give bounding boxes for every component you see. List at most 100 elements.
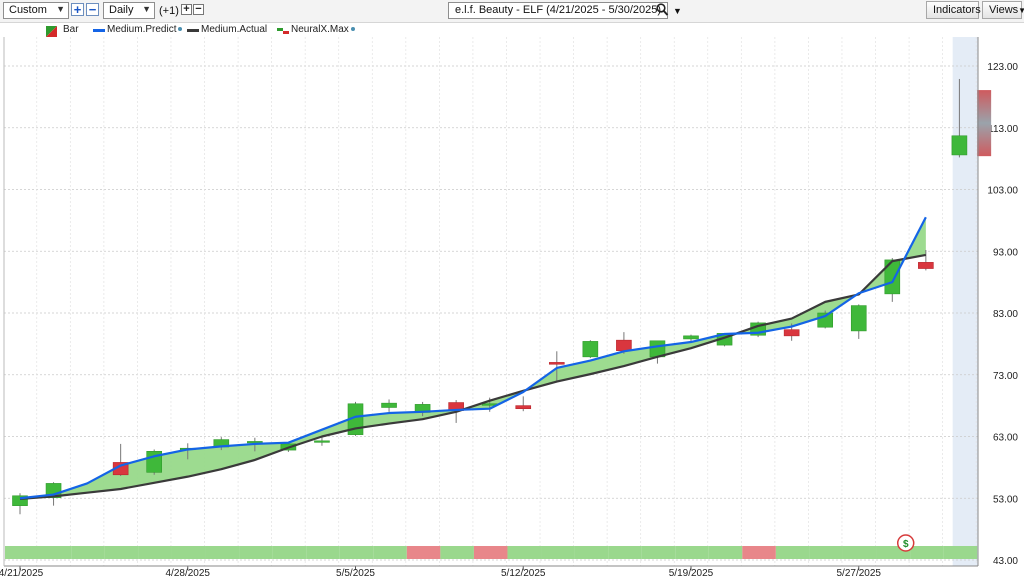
neuralx-legend-icon [277, 28, 289, 34]
signal-strip-cell [239, 546, 273, 559]
signal-strip-cell [842, 546, 877, 559]
line-legend-icon [187, 29, 199, 32]
medium-predict-line [19, 216, 927, 500]
signal-strip-cell [440, 546, 474, 559]
dropdown-arrow-icon: ▼ [56, 4, 65, 14]
candle-body [12, 495, 28, 506]
signal-strip-cell [708, 546, 743, 559]
signal-strip-cell [138, 546, 172, 559]
candle-body [783, 329, 800, 337]
chart-title: e.l.f. Beauty - ELF (4/21/2025 - 5/30/20… [455, 4, 662, 16]
candle-body [314, 440, 330, 443]
signal-strip-cell [37, 546, 72, 559]
zoom-out-button[interactable]: − [86, 3, 99, 16]
y-tick-label: 93.00 [993, 247, 1018, 258]
y-tick-label: 83.00 [993, 309, 1018, 320]
y-tick-label: 113.00 [988, 124, 1018, 135]
line-legend-icon [93, 29, 105, 32]
candle-body [616, 339, 632, 351]
signal-strip-cell [71, 546, 105, 559]
signal-strip-cell [809, 546, 843, 559]
offset-minus-button[interactable]: − [193, 4, 204, 15]
dropdown-arrow-icon: ▼ [142, 4, 151, 14]
candle-body [951, 135, 968, 156]
signal-strip-cell [608, 546, 642, 559]
signal-strip-cell [473, 546, 508, 559]
chart-title-box[interactable]: e.l.f. Beauty - ELF (4/21/2025 - 5/30/20… [448, 2, 669, 19]
legend-label: Bar [63, 24, 79, 35]
legend-item-medium-actual[interactable]: Medium.Actual [187, 24, 267, 35]
dropdown-arrow-icon: ▼ [1018, 6, 1024, 15]
signal-strip-cell [272, 546, 307, 559]
offset-plus-button[interactable]: + [181, 4, 192, 15]
signal-strip-cell [775, 546, 810, 559]
x-tick-label: 5/19/2025 [669, 568, 714, 579]
legend-item-neuralx-max[interactable]: NeuralX.Max [277, 24, 355, 35]
signal-strip-cell [675, 546, 709, 559]
x-tick-label: 4/21/2025 [0, 568, 44, 579]
signal-strip-cell [205, 546, 240, 559]
signal-strip-cell [507, 546, 542, 559]
toolbar: Custom ▼ + − Daily ▼ (+1) + − e.l.f. Bea… [0, 0, 1024, 23]
period-select[interactable]: Custom ▼ [3, 2, 69, 19]
zoom-in-button[interactable]: + [71, 3, 84, 16]
interval-select-value: Daily [109, 4, 134, 16]
y-tick-label: 43.00 [993, 556, 1018, 567]
x-tick-label: 5/12/2025 [501, 568, 546, 579]
neuralx-forecast-band [977, 90, 992, 157]
plus-icon: + [73, 2, 82, 17]
signal-strip-cell [5, 546, 39, 559]
y-tick-label: 123.00 [987, 62, 1018, 73]
y-tick-label: 103.00 [987, 186, 1018, 197]
candle-body [548, 362, 565, 365]
minus-icon: − [88, 2, 97, 17]
medium-actual-line [19, 253, 927, 500]
signal-strip-cell [104, 546, 139, 559]
signal-strip-cell [339, 546, 374, 559]
legend-item-bar[interactable]: Bar [46, 24, 79, 37]
signal-strip-cell [306, 546, 340, 559]
period-select-value: Custom [9, 4, 47, 16]
info-dot-icon [350, 27, 355, 32]
candle-body [582, 341, 599, 358]
signal-strip-cell [742, 546, 776, 559]
dollar-marker-glyph: $ [903, 539, 909, 550]
legend-label: NeuralX.Max [291, 24, 349, 35]
candle-body [515, 405, 532, 410]
legend-label: Medium.Predict [107, 24, 177, 35]
legend-item-medium-predict[interactable]: Medium.Predict [93, 24, 183, 35]
signal-strip-cell [574, 546, 609, 559]
candle-body [884, 259, 901, 295]
views-button[interactable]: Views▼ [982, 1, 1024, 19]
views-button-label: Views [989, 4, 1019, 16]
indicators-button-label: Indicators [933, 4, 981, 16]
signal-strip-cell [943, 546, 978, 559]
search-icon[interactable] [656, 3, 669, 20]
signal-strip-cell [406, 546, 441, 559]
y-tick-label: 53.00 [993, 494, 1018, 505]
candle-body [683, 335, 699, 340]
y-tick-label: 63.00 [993, 433, 1018, 444]
dollar-marker-icon [896, 534, 915, 552]
interval-select[interactable]: Daily ▼ [103, 2, 155, 19]
chevron-down-icon[interactable]: ▼ [673, 6, 682, 16]
candle-body [850, 305, 867, 332]
forecast-region [952, 37, 978, 566]
signal-strip-cell [171, 546, 206, 559]
signal-strip-cell [641, 546, 676, 559]
candle-body [381, 402, 397, 408]
plus-icon: + [183, 3, 190, 15]
signal-strip-cell [373, 546, 407, 559]
signal-strip-cell [910, 546, 944, 559]
x-tick-label: 5/5/2025 [336, 568, 375, 579]
info-dot-icon [178, 27, 183, 32]
candle-body [918, 262, 934, 269]
x-tick-label: 4/28/2025 [166, 568, 211, 579]
signal-strip-cell [541, 546, 575, 559]
y-tick-label: 73.00 [993, 371, 1018, 382]
bar-legend-icon [46, 26, 57, 37]
offset-label: (+1) [159, 5, 179, 17]
minus-icon: − [195, 3, 202, 15]
x-tick-label: 5/27/2025 [837, 568, 882, 579]
